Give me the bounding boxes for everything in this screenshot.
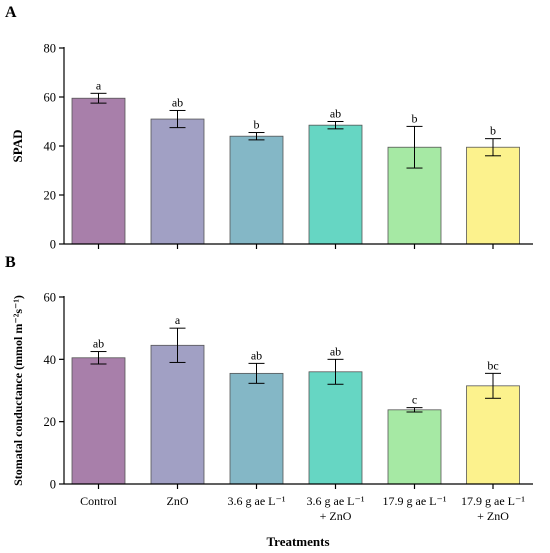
x-axis-title: Treatments [266, 534, 329, 549]
y-tick-label: 0 [50, 238, 56, 252]
y-tick-label: 20 [44, 415, 57, 429]
bar [229, 372, 284, 485]
x-tick-label: 17.9 g ae L⁻¹ [383, 494, 447, 508]
significance-label: ab [330, 344, 341, 358]
y-axis-title: Stomatal conductance (mmol m⁻²s⁻¹) [11, 295, 25, 486]
bar [150, 118, 205, 245]
significance-label: b [490, 124, 496, 138]
significance-label: ab [93, 337, 104, 351]
panel-label: A [5, 4, 17, 21]
y-axis-title: SPAD [10, 130, 25, 163]
bar [150, 344, 205, 485]
panel-label: B [5, 254, 16, 271]
bar [71, 97, 126, 245]
bar [71, 357, 126, 485]
x-tick-label: 17.9 g ae L⁻¹ [461, 494, 525, 508]
significance-label: ab [330, 107, 341, 121]
significance-label: a [96, 78, 102, 92]
x-tick-label: 3.6 g ae L⁻¹ [307, 494, 365, 508]
y-tick-label: 20 [44, 189, 57, 203]
significance-label: b [254, 118, 260, 132]
significance-label: a [175, 313, 181, 327]
bar [466, 385, 520, 485]
panel-b: B Stomatal conductance (mmol m⁻²s⁻¹) ab a ab… [5, 254, 533, 549]
bar [466, 146, 520, 245]
significance-label: b [412, 111, 418, 125]
x-tick-label: Control [80, 494, 117, 508]
bar [229, 135, 284, 245]
significance-label: c [412, 393, 417, 407]
y-tick-label: 40 [44, 353, 57, 367]
bar [308, 124, 363, 245]
significance-label: bc [487, 358, 498, 372]
panel-a: A SPAD a ab b ab b b 0 20 40 60 80 [5, 4, 533, 252]
significance-label: ab [251, 348, 262, 362]
x-tick-label: 3.6 g ae L⁻¹ [228, 494, 286, 508]
bar [387, 409, 442, 485]
y-tick-label: 0 [50, 478, 56, 492]
x-tick-label: ZnO [167, 494, 189, 508]
y-tick-label: 80 [44, 42, 57, 56]
x-tick-label: + ZnO [477, 509, 509, 523]
x-tick-label: + ZnO [320, 509, 352, 523]
y-tick-label: 40 [44, 140, 57, 154]
y-tick-label: 60 [44, 291, 57, 305]
y-tick-label: 60 [44, 91, 57, 105]
bar [308, 371, 363, 485]
significance-label: ab [172, 95, 183, 109]
